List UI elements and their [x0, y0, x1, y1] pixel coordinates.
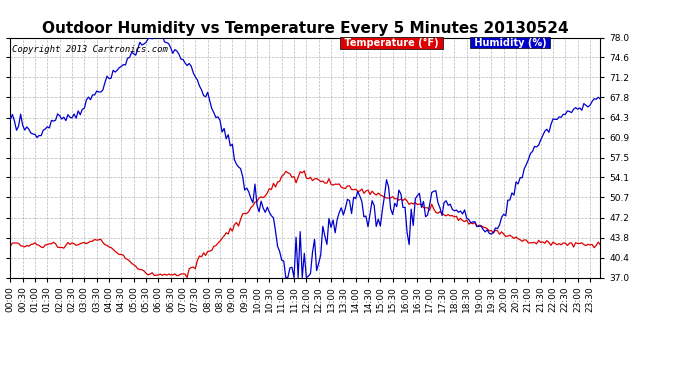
Text: Copyright 2013 Cartronics.com: Copyright 2013 Cartronics.com — [12, 45, 168, 54]
Text: Temperature (°F): Temperature (°F) — [341, 38, 442, 48]
Text: Humidity (%): Humidity (%) — [471, 38, 549, 48]
Title: Outdoor Humidity vs Temperature Every 5 Minutes 20130524: Outdoor Humidity vs Temperature Every 5 … — [42, 21, 569, 36]
